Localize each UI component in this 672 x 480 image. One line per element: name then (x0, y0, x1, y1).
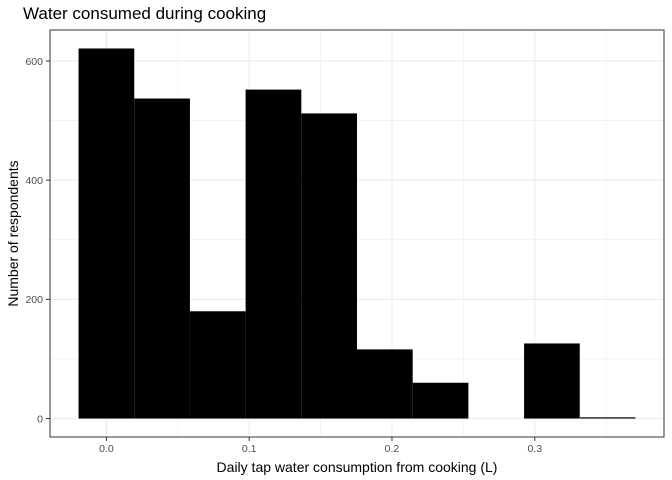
histogram-bar (412, 382, 469, 419)
histogram-bar (189, 311, 246, 419)
bars (78, 48, 636, 419)
y-tick-label: 0 (37, 413, 43, 425)
x-tick-label: 0.2 (385, 443, 400, 455)
histogram-bar (524, 343, 580, 419)
histogram-bar (579, 417, 636, 419)
x-tick-label: 0.0 (99, 443, 114, 455)
histogram-bar (134, 98, 190, 419)
histogram-bar (301, 113, 357, 419)
panel-border (49, 29, 665, 438)
histogram-bar (357, 349, 413, 419)
y-axis-ticks: 0 200 400 600 (25, 56, 50, 425)
x-axis-title: Daily tap water consumption from cooking… (217, 459, 498, 475)
x-axis-ticks: 0.0 0.1 0.2 0.3 (99, 437, 542, 455)
y-tick-label: 600 (25, 56, 43, 68)
y-tick-label: 400 (25, 175, 43, 187)
histogram-bar (78, 48, 135, 419)
x-tick-label: 0.3 (527, 443, 542, 455)
x-tick-label: 0.1 (242, 443, 257, 455)
y-tick-label: 200 (25, 294, 43, 306)
chart-title: Water consumed during cooking (23, 4, 267, 23)
y-axis-title: Number of respondents (5, 160, 21, 306)
histogram-bar (245, 89, 302, 419)
